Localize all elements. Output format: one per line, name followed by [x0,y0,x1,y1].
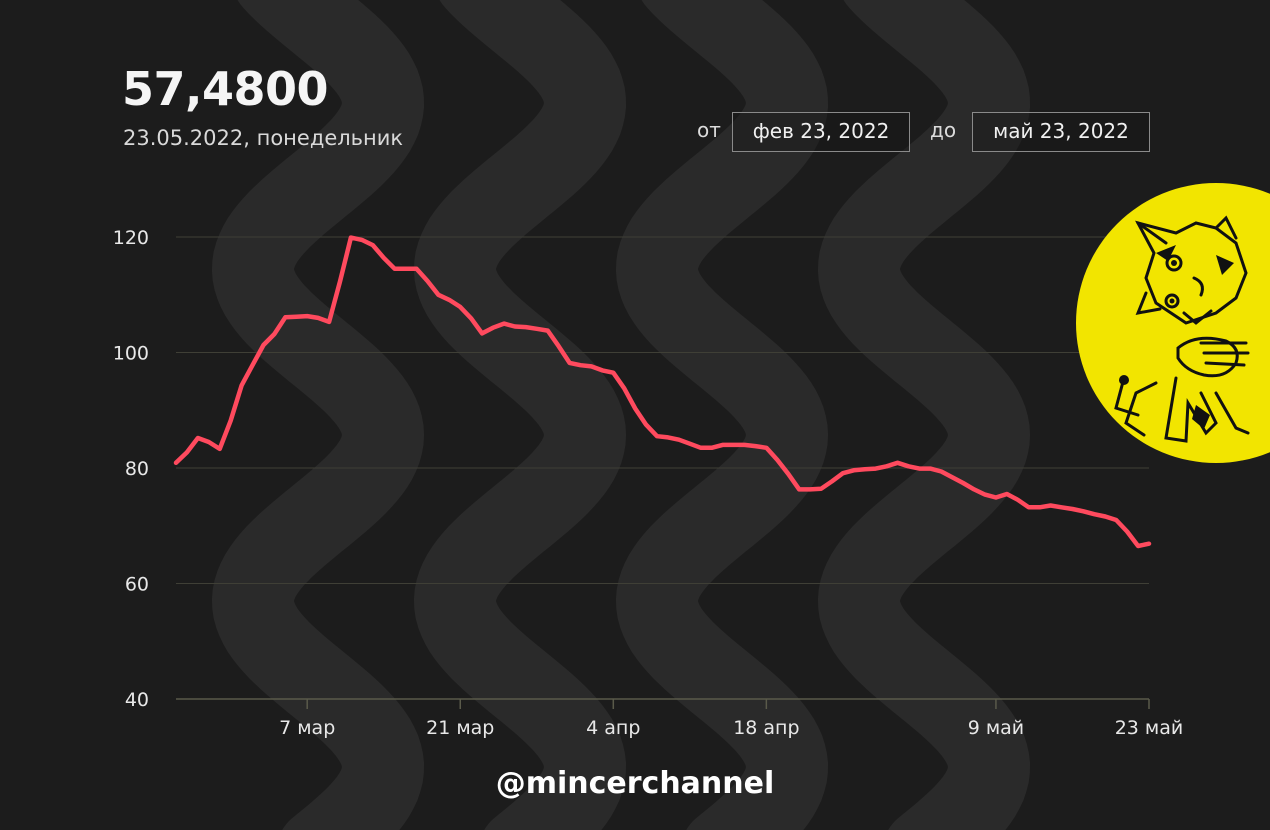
y-tick-label: 40 [125,689,149,711]
x-tick-label: 9 май [968,717,1024,739]
y-tick-label: 80 [125,458,149,480]
x-tick-label: 21 мар [426,717,494,739]
current-date-label: 23.05.2022, понедельник [123,126,404,150]
range-to-label: до [930,118,957,142]
range-from-label: от [697,118,721,142]
x-tick-label: 7 мар [279,717,335,739]
x-tick-label: 23 май [1115,717,1184,739]
channel-handle: @mincerchannel [495,766,775,801]
current-rate-value: 57,4800 [122,62,329,116]
channel-avatar-sticker [1076,183,1270,463]
wave-stripe-2 [413,0,627,830]
y-tick-label: 120 [113,227,149,249]
grid-lines [176,236,1149,584]
wave-stripe-4 [817,0,1031,830]
wave-stripe-1 [211,0,425,830]
x-tick-label: 18 апр [733,717,799,739]
range-from-input[interactable]: фев 23, 2022 [732,112,910,152]
x-tick-label: 4 апр [586,717,640,739]
y-tick-label: 60 [125,574,149,596]
series-line-1 [173,235,1152,549]
y-tick-label: 100 [113,343,149,365]
range-to-input[interactable]: май 23, 2022 [972,112,1150,152]
wave-stripe-3 [615,0,829,830]
